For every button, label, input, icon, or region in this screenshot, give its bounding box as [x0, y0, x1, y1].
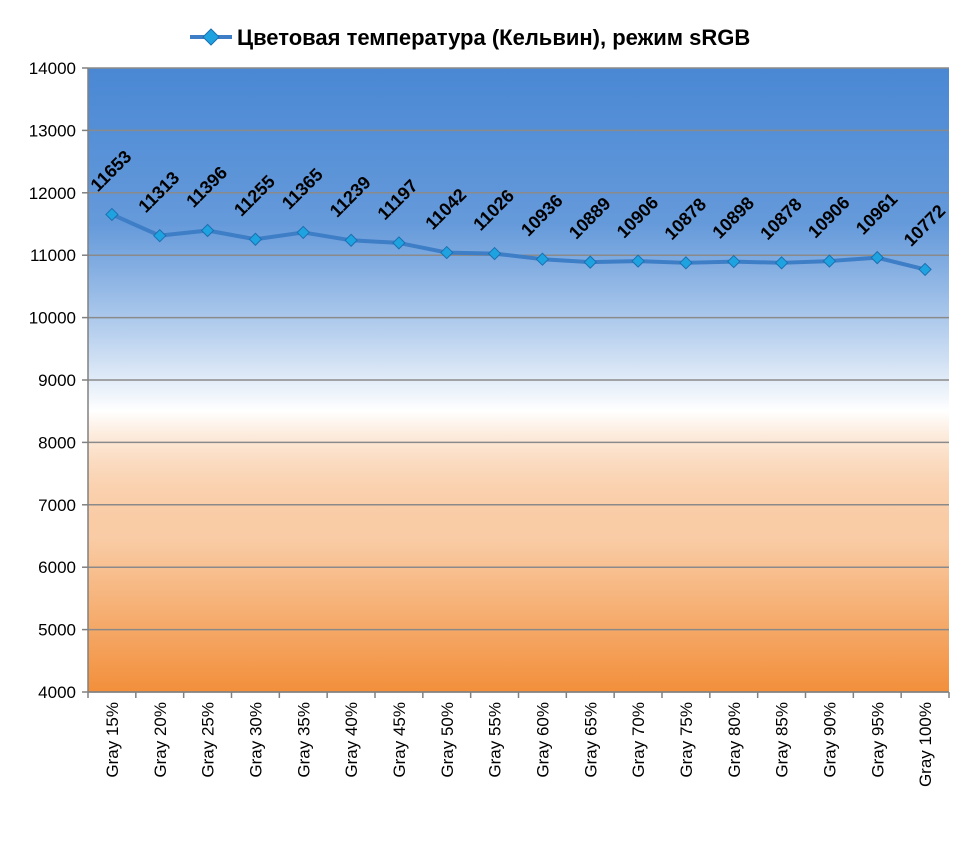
y-tick-label: 9000	[38, 371, 76, 390]
x-tick-label: Gray 65%	[581, 702, 600, 778]
x-tick-label: Gray 55%	[486, 702, 505, 778]
y-tick-label: 14000	[29, 59, 76, 78]
data-point-marker	[822, 254, 837, 268]
legend-label: Цветовая температура (Кельвин), режим sR…	[237, 25, 750, 50]
x-tick-label: Gray 75%	[677, 702, 696, 778]
x-tick-label: Gray 50%	[438, 702, 457, 778]
data-point-marker	[727, 254, 741, 269]
x-tick-label: Gray 95%	[868, 702, 887, 778]
data-point-marker	[153, 228, 167, 243]
data-point-marker	[679, 256, 693, 270]
y-tick-label: 13000	[29, 121, 76, 140]
data-point-marker	[296, 225, 310, 240]
x-tick-label: Gray 85%	[773, 702, 792, 778]
data-point-marker	[248, 232, 263, 246]
data-point-marker	[535, 252, 550, 266]
y-tick-label: 11000	[30, 246, 76, 265]
y-tick-label: 7000	[38, 496, 76, 515]
axes: 4000 5000 6000 7000 8000 9000 10000 11000 12000 1…	[29, 59, 950, 787]
x-tick-label: Gray 40%	[342, 702, 361, 778]
y-tick-label: 6000	[38, 558, 76, 577]
x-tick-label: Gray 70%	[629, 702, 648, 778]
data-point-marker	[105, 207, 119, 222]
data-point-marker	[918, 262, 932, 277]
legend: Цветовая температура (Кельвин), режим sR…	[190, 25, 750, 50]
x-tick-label: Gray 30%	[246, 702, 265, 778]
y-tick-label: 4000	[38, 683, 76, 702]
data-point-marker	[392, 236, 406, 250]
x-tick-label: Gray 45%	[390, 702, 409, 778]
y-tick-label: 8000	[38, 433, 76, 452]
x-tick-label: Gray 90%	[820, 702, 839, 778]
data-point-marker	[344, 233, 358, 247]
series	[105, 207, 932, 277]
x-tick-label: Gray 15%	[103, 702, 122, 778]
data-point-marker	[774, 256, 789, 270]
data-point-marker	[440, 245, 454, 260]
x-tick-label: Gray 25%	[199, 702, 218, 778]
data-point-marker	[631, 254, 645, 268]
y-tick-label: 5000	[38, 621, 76, 640]
x-tick-label: Gray 60%	[533, 702, 552, 778]
x-tick-label: Gray 80%	[725, 702, 744, 778]
gridlines	[88, 67, 949, 693]
data-point-marker	[870, 250, 884, 265]
data-point-marker	[583, 255, 597, 269]
x-tick-label: Gray 35%	[294, 702, 313, 778]
x-tick-label: Gray 20%	[151, 702, 170, 778]
x-tick-label: Gray 100%	[916, 702, 935, 787]
legend-marker-icon	[202, 28, 220, 46]
y-tick-label: 12000	[29, 184, 76, 203]
data-point-marker	[487, 246, 502, 261]
y-tick-label: 10000	[29, 309, 76, 328]
series-line	[111, 212, 926, 272]
data-point-marker	[200, 223, 215, 238]
